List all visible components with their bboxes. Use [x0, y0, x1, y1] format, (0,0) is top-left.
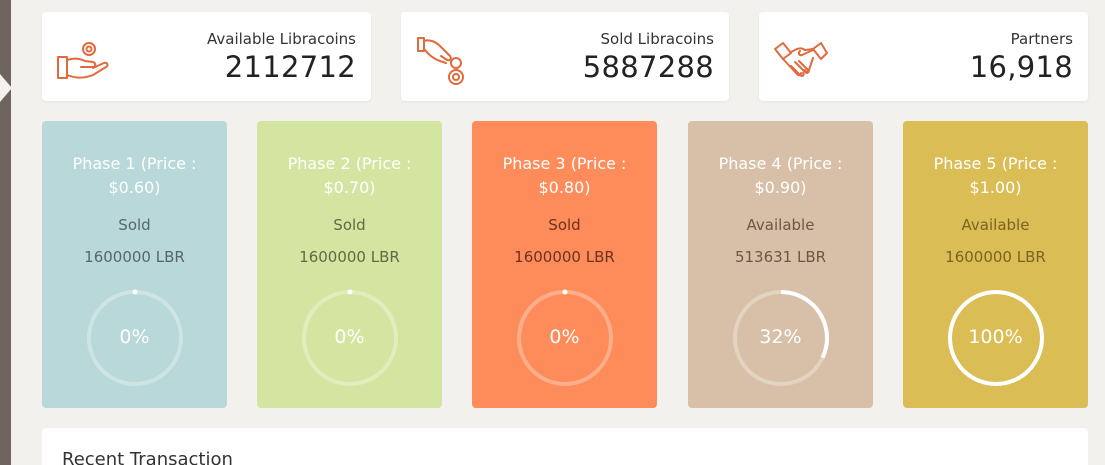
progress-start-dot — [132, 289, 138, 295]
stat-label: Available Libracoins — [207, 30, 356, 48]
progress-arc — [733, 290, 829, 386]
phase-amount: 1600000 LBR — [945, 248, 1046, 266]
phase-card-4: Phase 4 (Price : $0.90) Available 513631… — [688, 121, 873, 408]
progress-ring — [948, 290, 1044, 386]
phase-amount: 1600000 LBR — [84, 248, 185, 266]
phase-title: Phase 1 (Price : $0.60) — [72, 154, 197, 197]
phase-status: Available — [961, 216, 1030, 234]
phase-status: Available — [746, 216, 815, 234]
stat-label: Sold Libracoins — [600, 30, 714, 48]
sidebar-active-notch — [0, 74, 12, 102]
phase-percent: 0% — [549, 326, 580, 348]
phase-card-5: Phase 5 (Price : $1.00) Available 160000… — [903, 121, 1088, 408]
progress-ring — [733, 290, 829, 386]
progress-ring — [302, 289, 398, 386]
stat-value: 16,918 — [969, 50, 1073, 84]
phase-title: Phase 4 (Price : $0.90) — [718, 154, 843, 197]
recent-transaction-panel: Recent Transaction — [42, 428, 1088, 465]
phase-percent: 0% — [119, 326, 150, 348]
stat-card-sold: Sold Libracoins 5887288 — [401, 12, 729, 101]
phase-amount: 1600000 LBR — [514, 248, 615, 266]
sidebar-edge — [0, 0, 11, 465]
phase-amount: 513631 LBR — [734, 248, 827, 266]
stat-label: Partners — [1010, 30, 1073, 48]
stat-value: 2112712 — [224, 50, 356, 84]
hand-drop-coin-icon — [415, 36, 471, 86]
handshake-icon — [773, 40, 829, 90]
progress-ring — [87, 289, 183, 386]
progress-ring — [517, 289, 613, 386]
phase-status: Sold — [118, 216, 151, 234]
phase-title: Phase 3 (Price : $0.80) — [502, 154, 627, 197]
phase-amount: 1600000 LBR — [299, 248, 400, 266]
phase-card-2: Phase 2 (Price : $0.70) Sold 1600000 LBR… — [257, 121, 442, 408]
recent-transaction-heading: Recent Transaction — [62, 449, 233, 465]
phase-percent: 100% — [968, 326, 1023, 348]
phase-card-3: Phase 3 (Price : $0.80) Sold 1600000 LBR… — [472, 121, 657, 408]
stat-value: 5887288 — [582, 50, 714, 84]
phase-percent: 0% — [334, 326, 365, 348]
phase-status: Sold — [548, 216, 581, 234]
stat-card-available: Available Libracoins 2112712 — [42, 12, 371, 101]
phase-title: Phase 2 (Price : $0.70) — [287, 154, 412, 197]
progress-start-dot — [562, 289, 568, 295]
phase-title: Phase 5 (Price : $1.00) — [933, 154, 1058, 197]
phase-percent: 32% — [759, 326, 802, 348]
progress-start-dot — [347, 289, 353, 295]
phase-card-1: Phase 1 (Price : $0.60) Sold 1600000 LBR… — [42, 121, 227, 408]
phase-status: Sold — [333, 216, 366, 234]
progress-arc — [948, 290, 1044, 386]
hand-coin-icon — [55, 38, 111, 88]
stat-card-partners: Partners 16,918 — [759, 12, 1088, 101]
